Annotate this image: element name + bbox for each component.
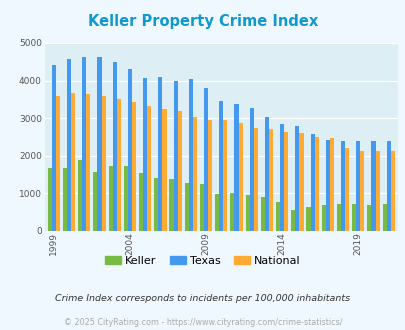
Bar (192, 116, 196, 231)
Bar (215, 194, 219, 231)
Bar (162, 110, 166, 231)
Bar (306, 207, 310, 231)
Text: Keller Property Crime Index: Keller Property Crime Index (87, 14, 318, 29)
Bar (367, 205, 371, 231)
Bar (249, 108, 253, 231)
Bar (63, 168, 67, 231)
Bar (147, 106, 151, 231)
Bar (344, 148, 348, 231)
Bar (371, 141, 375, 231)
Bar (223, 120, 227, 231)
Bar (382, 204, 386, 231)
Bar (329, 139, 333, 231)
Bar (112, 62, 117, 231)
Bar (184, 183, 188, 231)
Bar (132, 102, 136, 231)
Bar (208, 120, 212, 231)
Bar (238, 123, 242, 231)
Bar (67, 59, 71, 231)
Bar (340, 141, 344, 231)
Bar (336, 204, 340, 231)
Bar (275, 202, 279, 231)
Bar (154, 178, 158, 231)
Bar (219, 101, 223, 231)
Bar (47, 168, 51, 231)
Bar (355, 141, 360, 231)
Bar (97, 57, 101, 231)
Bar (260, 197, 264, 231)
Bar (56, 96, 60, 231)
Bar (360, 151, 364, 231)
Bar (310, 134, 314, 231)
Bar (269, 129, 273, 231)
Bar (325, 140, 329, 231)
Bar (188, 79, 192, 231)
Bar (245, 194, 249, 231)
Bar (279, 124, 284, 231)
Bar (158, 77, 162, 231)
Bar (117, 99, 121, 231)
Bar (351, 204, 355, 231)
Bar (108, 166, 112, 231)
Bar (253, 128, 257, 231)
Bar (82, 57, 86, 231)
Bar (290, 210, 294, 231)
Bar (86, 94, 90, 231)
Bar (321, 205, 325, 231)
Bar (139, 173, 143, 231)
Bar (128, 69, 132, 231)
Bar (284, 132, 288, 231)
Bar (264, 116, 269, 231)
Bar (78, 159, 82, 231)
Text: Crime Index corresponds to incidents per 100,000 inhabitants: Crime Index corresponds to incidents per… (55, 294, 350, 303)
Bar (299, 133, 303, 231)
Bar (124, 166, 128, 231)
Bar (234, 104, 238, 231)
Bar (390, 151, 394, 231)
Bar (71, 92, 75, 231)
Bar (386, 141, 390, 231)
Bar (143, 78, 147, 231)
Bar (93, 172, 97, 231)
Bar (199, 183, 203, 231)
Bar (375, 151, 379, 231)
Bar (173, 81, 177, 231)
Bar (230, 193, 234, 231)
Bar (51, 65, 56, 231)
Bar (169, 180, 173, 231)
Bar (294, 126, 299, 231)
Bar (101, 96, 105, 231)
Bar (203, 88, 208, 231)
Text: © 2025 CityRating.com - https://www.cityrating.com/crime-statistics/: © 2025 CityRating.com - https://www.city… (64, 318, 341, 327)
Bar (314, 137, 318, 231)
Legend: Keller, Texas, National: Keller, Texas, National (100, 251, 305, 270)
Bar (177, 111, 181, 231)
